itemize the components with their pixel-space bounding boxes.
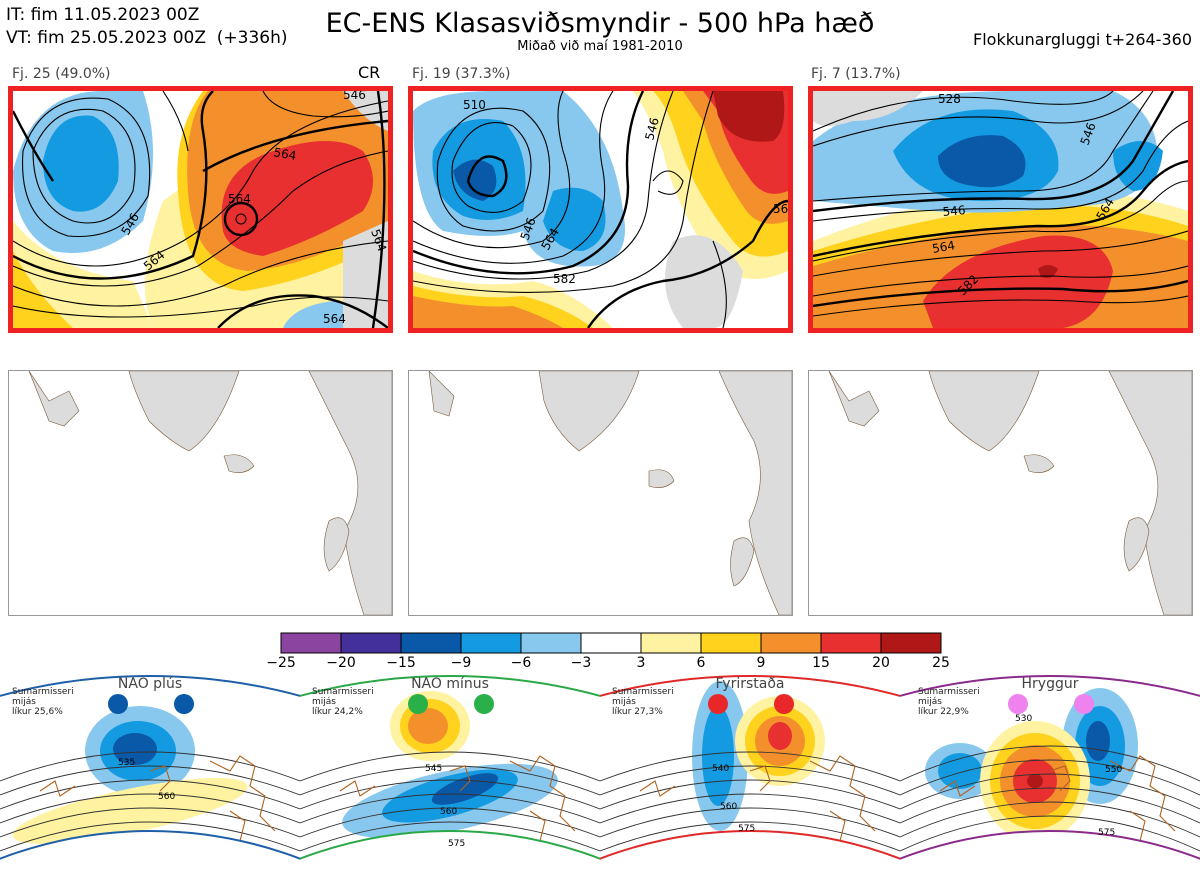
contour-label: 582 xyxy=(553,272,576,286)
regime-contour-label: 540 xyxy=(712,764,729,774)
contour-label: 528 xyxy=(938,92,961,106)
regime-marker-dot xyxy=(708,694,728,714)
regime-contour-label: 575 xyxy=(448,839,465,849)
colorbar-tick-label: −6 xyxy=(510,655,532,671)
regime-contour-label: 530 xyxy=(1015,714,1032,724)
colorbar-tick-label: −3 xyxy=(570,655,592,671)
regime-name: Fyrirstaða xyxy=(715,676,785,692)
contour-label: 564 xyxy=(272,145,297,163)
regime-marker-dot xyxy=(474,694,494,714)
contour-label: 564 xyxy=(228,192,251,206)
cluster-1-label: Fj. 25 (49.0%) xyxy=(12,66,111,82)
colorbar-tick-label: −20 xyxy=(326,655,356,671)
regime-map: 540 560 575 xyxy=(600,675,900,871)
contour-label: 564 xyxy=(323,312,346,326)
regime-border xyxy=(900,675,1200,860)
regime-contour-label: 535 xyxy=(118,758,135,768)
regime-contour-label: 560 xyxy=(440,807,457,817)
contour-label: 546 xyxy=(942,203,966,219)
cluster-2-map: 510 546 564 582 546 56 xyxy=(408,86,793,333)
regime-map: 545 560 575 xyxy=(300,675,600,871)
regime-info: Sumarmisseri mijás líkur 22,9% xyxy=(918,687,980,717)
regime-contour-label: 560 xyxy=(720,802,737,812)
colorbar-cell xyxy=(760,632,822,654)
colorbar xyxy=(280,632,942,654)
contour-label: 56 xyxy=(773,202,788,216)
colorbar-cell xyxy=(580,632,642,654)
contour-label: 546 xyxy=(642,116,661,142)
initial-time: IT: fim 11.05.2023 00Z xyxy=(6,5,200,25)
cluster-3-map: 528 546 564 582 546 564 xyxy=(808,86,1193,333)
colorbar-tick-label: 9 xyxy=(756,655,766,671)
regime-contour-label: 545 xyxy=(425,764,442,774)
regime-contour-label: 560 xyxy=(158,792,175,802)
regime-info: Sumarmisseri mijás líkur 27,3% xyxy=(612,687,674,717)
regime-marker-dot xyxy=(174,694,194,714)
colorbar-cell xyxy=(880,632,942,654)
regime-info: Sumarmisseri mijás líkur 25,6% xyxy=(12,687,74,717)
colorbar-cell xyxy=(340,632,402,654)
regime-border xyxy=(0,675,300,860)
colorbar-tick-label: −9 xyxy=(450,655,472,671)
colorbar-tick-label: 15 xyxy=(812,655,830,671)
page-title: EC-ENS Klasasviðsmyndir - 500 hPa hæð xyxy=(325,8,875,39)
colorbar-tick-label: −15 xyxy=(386,655,416,671)
classification-window: Flokkunargluggi t+264-360 xyxy=(973,30,1192,49)
regime-border xyxy=(300,675,600,860)
regime-marker-dot xyxy=(774,694,794,714)
page-subtitle: Miðað við maí 1981-2010 xyxy=(517,39,683,54)
colorbar-cell xyxy=(520,632,582,654)
colorbar-tick-label: 20 xyxy=(872,655,890,671)
regime-contour-label: 575 xyxy=(1098,828,1115,838)
regime-marker-dot xyxy=(108,694,128,714)
regime-marker-dot xyxy=(1074,694,1094,714)
regime-contour-label: 550 xyxy=(1105,765,1122,775)
colorbar-tick-label: 25 xyxy=(932,655,950,671)
contour-label: 510 xyxy=(463,98,486,112)
regime-marker-dot xyxy=(1008,694,1028,714)
run-info: IT: fim 11.05.2023 00Z VT: fim 25.05.2023… xyxy=(6,4,288,50)
colorbar-cell xyxy=(460,632,522,654)
regime-contour-label: 575 xyxy=(738,824,755,834)
base-map-1 xyxy=(8,370,393,616)
cluster-3-label: Fj. 7 (13.7%) xyxy=(811,66,901,82)
regime-map: 535 560 xyxy=(0,675,300,871)
colorbar-cell xyxy=(700,632,762,654)
regime-marker-dot xyxy=(408,694,428,714)
regime-map: 530 550 575 xyxy=(900,675,1200,871)
regime-name: Hryggur xyxy=(1021,676,1079,692)
colorbar-tick-label: 3 xyxy=(636,655,646,671)
colorbar-cell xyxy=(400,632,462,654)
contour-label: 564 xyxy=(931,238,956,256)
colorbar-tick-label: −25 xyxy=(266,655,296,671)
regime-info: Sumarmisseri mijás líkur 24,2% xyxy=(312,687,374,717)
colorbar-cell xyxy=(640,632,702,654)
colorbar-cell xyxy=(820,632,882,654)
contour-label: 546 xyxy=(343,91,366,102)
cluster-2-label: Fj. 19 (37.3%) xyxy=(412,66,511,82)
cluster-1-map: 546 564 564 564 546 564 564 xyxy=(8,86,393,333)
regime-name: NAO plús xyxy=(117,676,183,692)
base-map-2 xyxy=(408,370,793,616)
valid-time: VT: fim 25.05.2023 00Z (+336h) xyxy=(6,28,288,48)
colorbar-tick-label: 6 xyxy=(696,655,706,671)
panel-code: CR xyxy=(358,63,381,82)
base-map-3 xyxy=(808,370,1193,616)
colorbar-cell xyxy=(280,632,342,654)
regime-border xyxy=(600,675,900,860)
regime-name: NAO mínus xyxy=(411,676,489,692)
